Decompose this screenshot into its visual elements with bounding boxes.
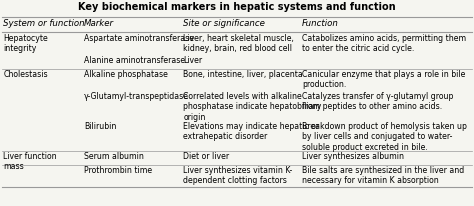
Text: Marker: Marker [84, 19, 114, 28]
Text: Canicular enzyme that plays a role in bile
production.: Canicular enzyme that plays a role in bi… [302, 70, 465, 89]
Text: Breakdown product of hemolysis taken up
by liver cells and conjugated to water-
: Breakdown product of hemolysis taken up … [302, 122, 467, 152]
Text: Liver: Liver [183, 56, 202, 65]
Text: Key biochemical markers in hepatic systems and function: Key biochemical markers in hepatic syste… [78, 2, 396, 12]
Text: γ-Glutamyl-transpeptidase: γ-Glutamyl-transpeptidase [84, 92, 189, 101]
Text: Correlated levels with alkaline
phosphatase indicate hepatobiliary
origin: Correlated levels with alkaline phosphat… [183, 92, 322, 122]
Text: Bile salts are synthesized in the liver and
necessary for vitamin K absorption: Bile salts are synthesized in the liver … [302, 166, 464, 185]
Text: Bilirubin: Bilirubin [84, 122, 116, 131]
Text: Catabolizes amino acids, permitting them
to enter the citric acid cycle.: Catabolizes amino acids, permitting them… [302, 34, 466, 53]
Text: Aspartate aminotransferase: Aspartate aminotransferase [84, 34, 194, 43]
Text: Liver function
mass: Liver function mass [3, 152, 57, 171]
Text: Catalyzes transfer of γ-glutamyl group
from peptides to other amino acids.: Catalyzes transfer of γ-glutamyl group f… [302, 92, 453, 111]
Text: Site or significance: Site or significance [183, 19, 265, 28]
Text: Liver, heart skeletal muscle,
kidney, brain, red blood cell: Liver, heart skeletal muscle, kidney, br… [183, 34, 294, 53]
Text: Bone, intestine, liver, placenta: Bone, intestine, liver, placenta [183, 70, 303, 79]
Text: Diet or liver: Diet or liver [183, 152, 229, 161]
Text: Hepatocyte
integrity: Hepatocyte integrity [3, 34, 48, 53]
Text: System or function: System or function [3, 19, 85, 28]
Text: Cholestasis: Cholestasis [3, 70, 48, 79]
Text: Function: Function [302, 19, 339, 28]
Text: Prothrombin time: Prothrombin time [84, 166, 152, 175]
Text: Serum albumin: Serum albumin [84, 152, 144, 161]
Text: Alkaline phosphatase: Alkaline phosphatase [84, 70, 168, 79]
Text: Liver synthesizes albumin: Liver synthesizes albumin [302, 152, 404, 161]
Text: Alanine aminotransferase: Alanine aminotransferase [84, 56, 185, 65]
Text: Liver synthesizes vitamin K-
dependent clotting factors: Liver synthesizes vitamin K- dependent c… [183, 166, 293, 185]
Text: Elevations may indicate hepatic or
extrahepatic disorder: Elevations may indicate hepatic or extra… [183, 122, 319, 141]
